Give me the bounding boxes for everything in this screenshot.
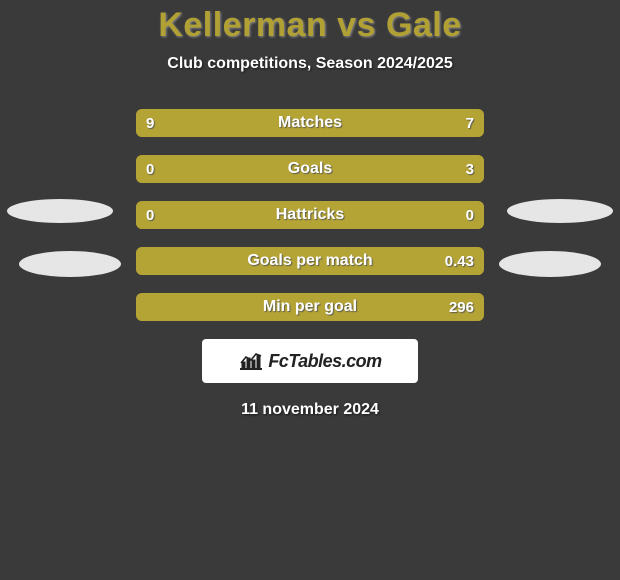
stats-bars: Matches97 Goals03 Hattricks00 Goals per mat… <box>136 109 484 321</box>
date-text: 11 november 2024 <box>0 401 620 419</box>
stat-bar: Min per goal296 <box>136 293 484 321</box>
bar-fill-right <box>136 293 484 321</box>
bar-fill-right <box>199 155 484 183</box>
bar-fill-left <box>136 109 331 137</box>
stat-bar: Matches97 <box>136 109 484 137</box>
stat-bar: Hattricks00 <box>136 201 484 229</box>
orb-right-1 <box>507 199 613 223</box>
orb-left-2 <box>19 251 121 277</box>
bar-fill-left <box>136 201 484 229</box>
bar-fill-left <box>136 155 199 183</box>
page-title: Kellerman vs Gale <box>0 6 620 45</box>
bar-fill-right <box>136 247 484 275</box>
logo-box: FcTables.com <box>202 339 418 383</box>
logo-text: FcTables.com <box>268 351 381 372</box>
subtitle: Club competitions, Season 2024/2025 <box>0 55 620 73</box>
logo-chart-icon <box>238 351 264 371</box>
stat-bar: Goals per match0.43 <box>136 247 484 275</box>
comparison-card: Kellerman vs Gale Club competitions, Sea… <box>0 0 620 580</box>
orb-right-2 <box>499 251 601 277</box>
orb-left-1 <box>7 199 113 223</box>
stat-bar: Goals03 <box>136 155 484 183</box>
bar-fill-right <box>331 109 484 137</box>
